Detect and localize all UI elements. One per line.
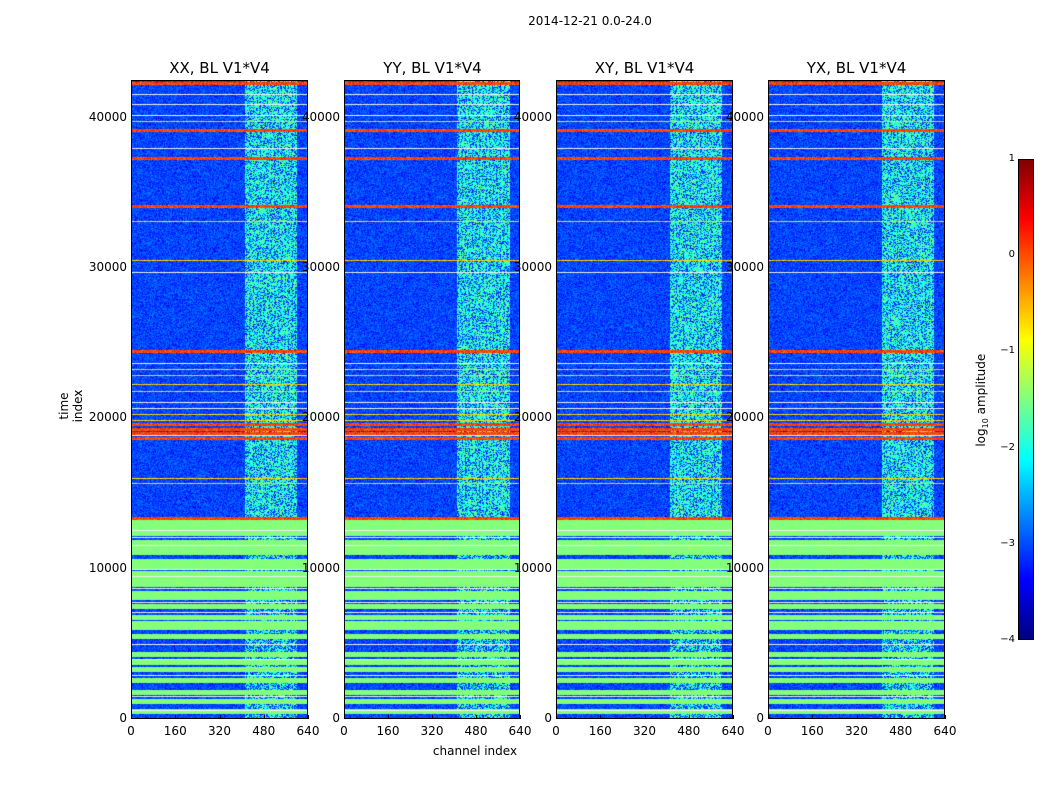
x-tick-mark [344, 715, 345, 719]
x-tick-label: 320 [633, 724, 656, 738]
x-axis-label: channel index [432, 744, 518, 758]
y-tick-label: 30000 [88, 259, 127, 274]
x-tick-label: 0 [127, 724, 135, 738]
heatmap-panel-xx[interactable] [131, 80, 308, 719]
heatmap-panel-yx[interactable] [768, 80, 945, 719]
y-tick-label: 40000 [513, 109, 552, 124]
y-tick-label: 20000 [88, 410, 127, 425]
x-tick-label: 640 [296, 724, 320, 738]
y-tick-label: 10000 [725, 560, 764, 575]
x-tick-label: 160 [588, 724, 612, 738]
x-tick-label: 320 [420, 724, 444, 738]
x-tick-mark [733, 715, 734, 719]
y-tick-label: 40000 [725, 109, 764, 124]
x-tick-mark [308, 715, 309, 719]
y-tick-label: 30000 [513, 259, 552, 274]
y-tick-label: 0 [119, 711, 127, 725]
x-tick-label: 480 [464, 724, 488, 738]
x-tick-mark [600, 715, 602, 719]
y-tick-label: 10000 [301, 560, 340, 575]
x-tick-label: 480 [252, 724, 276, 738]
x-tick-mark [945, 715, 946, 719]
x-tick-label: 160 [376, 724, 400, 738]
x-tick-label: 640 [721, 724, 745, 738]
y-tick-label: 40000 [88, 109, 127, 124]
colorbar-label: log10 amplitude [973, 353, 991, 447]
y-axis-label: time index [57, 389, 85, 423]
x-tick-label: 0 [552, 724, 560, 738]
panel-title-yx: YX, BL V1*V4 [806, 59, 907, 77]
x-tick-mark [520, 715, 521, 719]
colorbar-tick-label: 0 [1008, 249, 1015, 261]
panel-title-xx: XX, BL V1*V4 [169, 59, 270, 77]
x-tick-mark [476, 715, 477, 719]
y-tick-label: 20000 [513, 410, 552, 425]
x-tick-mark [219, 715, 221, 719]
x-tick-mark [432, 715, 433, 719]
figure-title: 2014-12-21 0.0-24.0 [528, 14, 652, 28]
x-tick-mark [768, 715, 769, 719]
y-tick-label: 10000 [88, 560, 127, 575]
x-tick-mark [900, 715, 902, 719]
heatmap-panel-xy[interactable] [556, 80, 733, 719]
x-tick-label: 480 [889, 724, 913, 738]
x-tick-label: 640 [508, 724, 532, 738]
x-tick-label: 320 [208, 724, 231, 738]
panel-title-yy: YY, BL V1*V4 [383, 59, 482, 77]
y-tick-label: 40000 [301, 109, 340, 124]
y-tick-label: 0 [756, 711, 764, 725]
y-tick-label: 30000 [301, 259, 340, 274]
y-tick-label: 20000 [725, 410, 764, 425]
x-tick-mark [688, 715, 690, 719]
x-tick-mark [644, 715, 646, 719]
x-tick-label: 160 [800, 724, 824, 738]
colorbar-tick-label: −1 [1000, 345, 1015, 357]
panel-title-xy: XY, BL V1*V4 [594, 59, 695, 77]
y-tick-label: 0 [332, 711, 340, 725]
y-tick-label: 20000 [301, 410, 340, 425]
y-tick-label: 0 [544, 711, 552, 725]
x-tick-mark [856, 715, 858, 719]
x-tick-label: 480 [677, 724, 701, 738]
colorbar [1018, 159, 1034, 640]
x-tick-mark [263, 715, 265, 719]
colorbar-tick-label: −4 [1000, 634, 1015, 645]
colorbar-tick-label: 1 [1008, 153, 1015, 164]
x-tick-mark [175, 715, 177, 719]
x-tick-label: 0 [764, 724, 772, 738]
x-tick-label: 0 [340, 724, 348, 738]
x-tick-label: 320 [845, 724, 868, 738]
x-tick-label: 160 [163, 724, 187, 738]
x-tick-mark [388, 715, 389, 719]
colorbar-tick-label: −2 [1000, 441, 1015, 453]
y-tick-label: 10000 [513, 560, 552, 575]
x-tick-mark [131, 715, 132, 719]
x-tick-mark [812, 715, 814, 719]
heatmap-panel-yy[interactable] [344, 80, 520, 719]
x-tick-mark [556, 715, 557, 719]
x-tick-label: 640 [933, 724, 957, 738]
colorbar-tick-label: −3 [1000, 537, 1015, 549]
y-tick-label: 30000 [725, 259, 764, 274]
